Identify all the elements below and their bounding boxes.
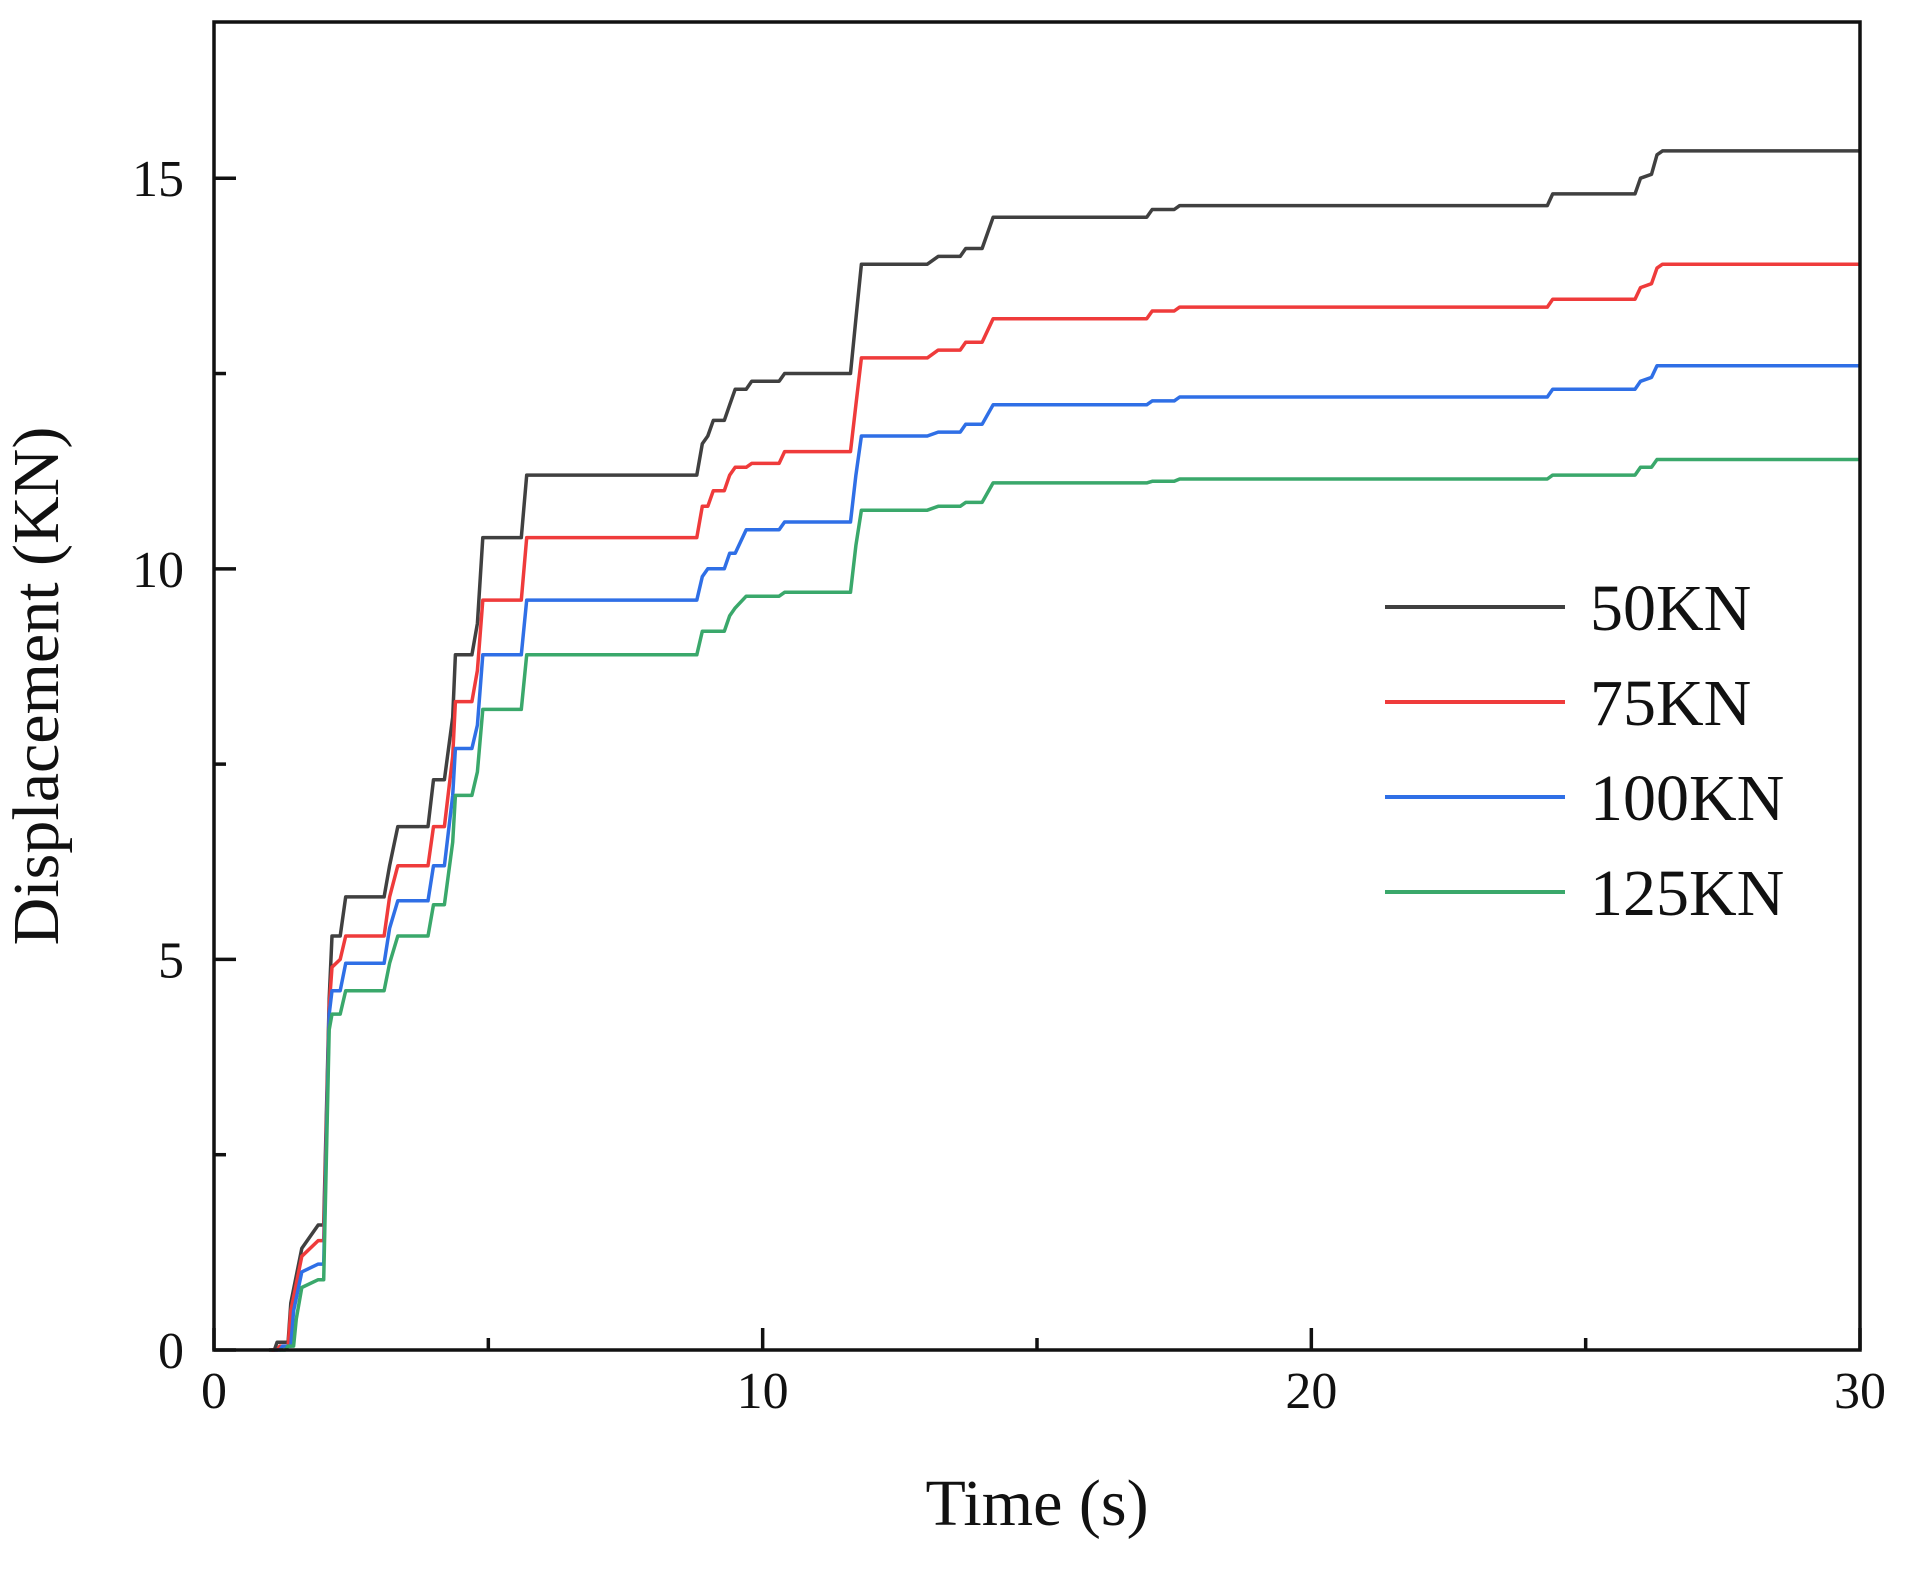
legend-label: 75KN: [1590, 667, 1751, 740]
x-tick-label: 20: [1285, 1363, 1337, 1420]
x-tick-label: 0: [201, 1363, 227, 1420]
series-line-75KN: [271, 262, 1860, 1352]
y-tick-label: 10: [132, 542, 184, 599]
legend-label: 125KN: [1590, 857, 1784, 930]
legend: 50KN 75KN 100KN 125KN: [1385, 572, 1784, 930]
series-line-125KN: [279, 457, 1860, 1352]
ticks-layer: 0 10 20 30 0 5 10 15: [132, 151, 1886, 1420]
x-tick-label: 30: [1834, 1363, 1886, 1420]
legend-label: 50KN: [1590, 572, 1751, 645]
series-line-100KN: [274, 363, 1860, 1352]
y-tick-label: 0: [158, 1323, 184, 1380]
plot-area-frame: [212, 20, 1862, 1352]
x-tick-label: 10: [737, 1363, 789, 1420]
series-line-50KN: [268, 149, 1860, 1352]
x-axis-title: Time (s): [925, 1467, 1148, 1540]
series-layer: [268, 149, 1860, 1352]
y-tick-label: 5: [158, 932, 184, 989]
legend-label: 100KN: [1590, 762, 1784, 835]
y-axis-title: Displacement (KN): [0, 427, 73, 946]
y-tick-label: 15: [132, 151, 184, 208]
